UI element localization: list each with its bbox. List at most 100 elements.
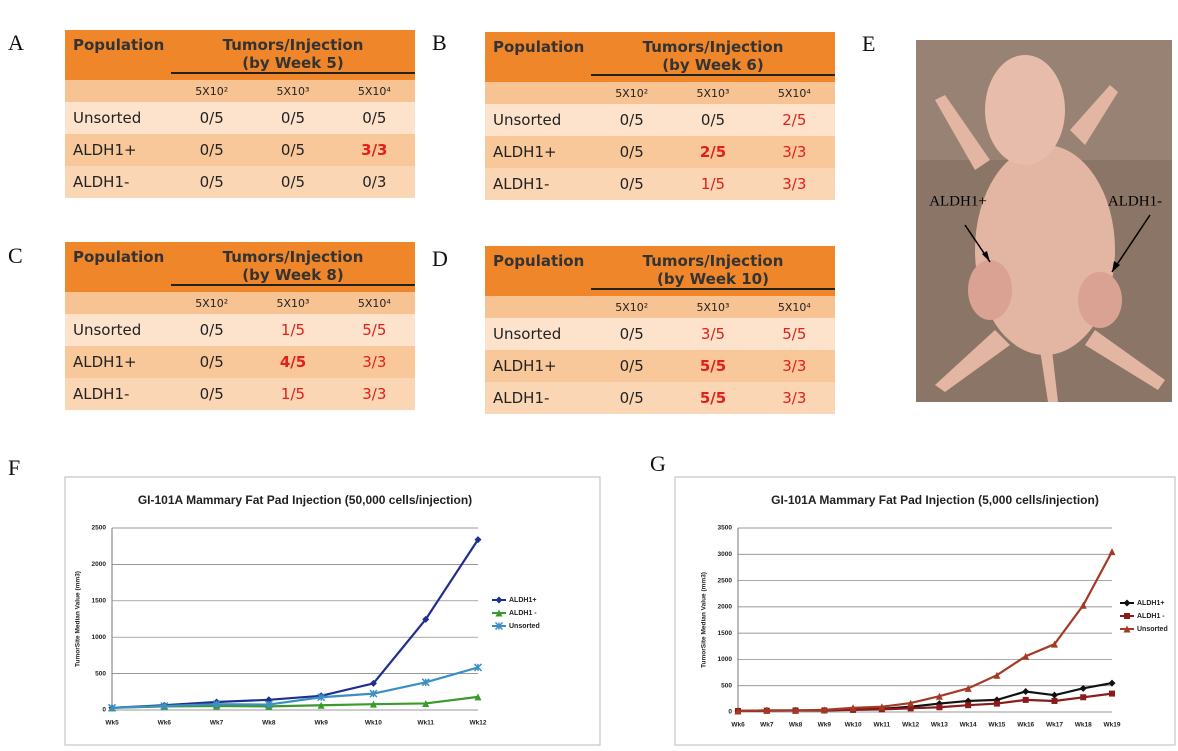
column-header: Population bbox=[65, 242, 171, 292]
x-tick-label: Wk6 bbox=[731, 722, 745, 729]
x-tick-label: Wk10 bbox=[365, 720, 382, 727]
panel-letter: E bbox=[862, 31, 875, 56]
x-tick-label: Wk17 bbox=[1046, 722, 1063, 729]
title-line: (by Week 5) bbox=[171, 54, 415, 72]
cell: 2/5 bbox=[754, 104, 835, 136]
y-tick-label: 2000 bbox=[92, 561, 107, 568]
y-tick-label: 2500 bbox=[92, 525, 107, 532]
dose-label: 5X10⁴ bbox=[754, 296, 835, 318]
blank-cell bbox=[65, 292, 171, 314]
y-tick-label: 0 bbox=[728, 709, 732, 716]
column-header: Population bbox=[65, 30, 171, 80]
cell: 0/5 bbox=[252, 134, 333, 166]
column-header: Tumors/Injection(by Week 10) bbox=[591, 246, 835, 296]
legend-label: ALDH1 - bbox=[509, 610, 537, 617]
x-tick-label: Wk13 bbox=[931, 722, 948, 729]
panel-letter: B bbox=[432, 30, 447, 56]
cell: 5/5 bbox=[672, 350, 753, 382]
panel-letter: A bbox=[8, 30, 24, 56]
x-tick-label: Wk12 bbox=[470, 720, 487, 727]
title-block: Tumors/Injection(by Week 8) bbox=[171, 248, 415, 286]
x-tick-label: Wk9 bbox=[818, 722, 832, 729]
row-label: Unsorted bbox=[485, 318, 591, 350]
column-header: Tumors/Injection(by Week 6) bbox=[591, 32, 835, 82]
cell: 0/5 bbox=[591, 382, 672, 414]
page: ALDH1+ ALDH1- E F GI-101A Mammary Fat Pad… bbox=[0, 0, 1178, 751]
y-tick-label: 1000 bbox=[718, 656, 733, 663]
cell: 3/3 bbox=[754, 382, 835, 414]
row-label: ALDH1- bbox=[65, 166, 171, 198]
dose-row: 5X10²5X10³5X10⁴ bbox=[65, 292, 415, 314]
panel-letter: G bbox=[650, 451, 666, 476]
cell: 5/5 bbox=[672, 382, 753, 414]
y-tick-label: 1500 bbox=[92, 598, 107, 605]
cell: 0/5 bbox=[591, 104, 672, 136]
header-row: PopulationTumors/Injection(by Week 8) bbox=[65, 242, 415, 292]
chart-title: GI-101A Mammary Fat Pad Injection (5,000… bbox=[771, 493, 1099, 507]
title-block: Tumors/Injection(by Week 6) bbox=[591, 38, 835, 76]
cell: 1/5 bbox=[252, 314, 333, 346]
cell: 0/5 bbox=[591, 318, 672, 350]
y-tick-label: 1500 bbox=[718, 630, 733, 637]
legend-label: ALDH1+ bbox=[509, 597, 536, 604]
title-line: Tumors/Injection bbox=[591, 38, 835, 56]
x-tick-label: Wk11 bbox=[417, 720, 434, 727]
row-label: ALDH1- bbox=[485, 382, 591, 414]
title-line: Tumors/Injection bbox=[171, 248, 415, 266]
y-tick-label: 3000 bbox=[718, 551, 733, 558]
cell: 3/3 bbox=[754, 350, 835, 382]
x-tick-label: Wk5 bbox=[105, 720, 119, 727]
dose-label: 5X10² bbox=[591, 296, 672, 318]
panel-letter: F bbox=[8, 455, 20, 480]
x-tick-label: Wk12 bbox=[902, 722, 919, 729]
cell: 0/5 bbox=[171, 378, 252, 410]
x-tick-label: Wk18 bbox=[1075, 722, 1092, 729]
legend-label: ALDH1+ bbox=[1137, 600, 1164, 607]
photo: ALDH1+ ALDH1- bbox=[916, 40, 1172, 402]
y-tick-label: 1000 bbox=[92, 634, 107, 641]
x-tick-label: Wk15 bbox=[988, 722, 1005, 729]
y-axis-label: TumorSite Median Value (mm3) bbox=[75, 571, 82, 667]
y-tick-label: 500 bbox=[721, 682, 732, 689]
blank-cell bbox=[485, 296, 591, 318]
row-label: Unsorted bbox=[485, 104, 591, 136]
table: PopulationTumors/Injection(by Week 5)5X1… bbox=[65, 30, 415, 198]
column-header: Tumors/Injection(by Week 5) bbox=[171, 30, 415, 80]
tumor-left bbox=[968, 260, 1012, 320]
mouse-head bbox=[985, 55, 1065, 165]
cell: 0/5 bbox=[171, 346, 252, 378]
marker bbox=[1023, 697, 1029, 703]
x-tick-label: Wk10 bbox=[845, 722, 862, 729]
y-tick-label: 500 bbox=[95, 670, 106, 677]
row-label: ALDH1- bbox=[485, 168, 591, 200]
cell: 0/5 bbox=[252, 102, 333, 134]
data-row: Unsorted0/53/55/5 bbox=[485, 318, 835, 350]
cell: 2/5 bbox=[672, 136, 753, 168]
y-tick-label: 3500 bbox=[718, 525, 733, 532]
marker bbox=[1051, 698, 1057, 704]
dose-row: 5X10²5X10³5X10⁴ bbox=[485, 296, 835, 318]
cell: 5/5 bbox=[754, 318, 835, 350]
marker bbox=[965, 702, 971, 708]
legend-marker bbox=[1124, 613, 1130, 619]
row-label: Unsorted bbox=[65, 314, 171, 346]
cell: 0/5 bbox=[591, 168, 672, 200]
row-label: Unsorted bbox=[65, 102, 171, 134]
dose-label: 5X10⁴ bbox=[754, 82, 835, 104]
cell: 5/5 bbox=[334, 314, 415, 346]
cell: 0/5 bbox=[672, 104, 753, 136]
x-tick-label: Wk6 bbox=[158, 720, 172, 727]
column-header: Population bbox=[485, 246, 591, 296]
legend-label: Unsorted bbox=[509, 623, 540, 630]
cell: 0/5 bbox=[591, 136, 672, 168]
